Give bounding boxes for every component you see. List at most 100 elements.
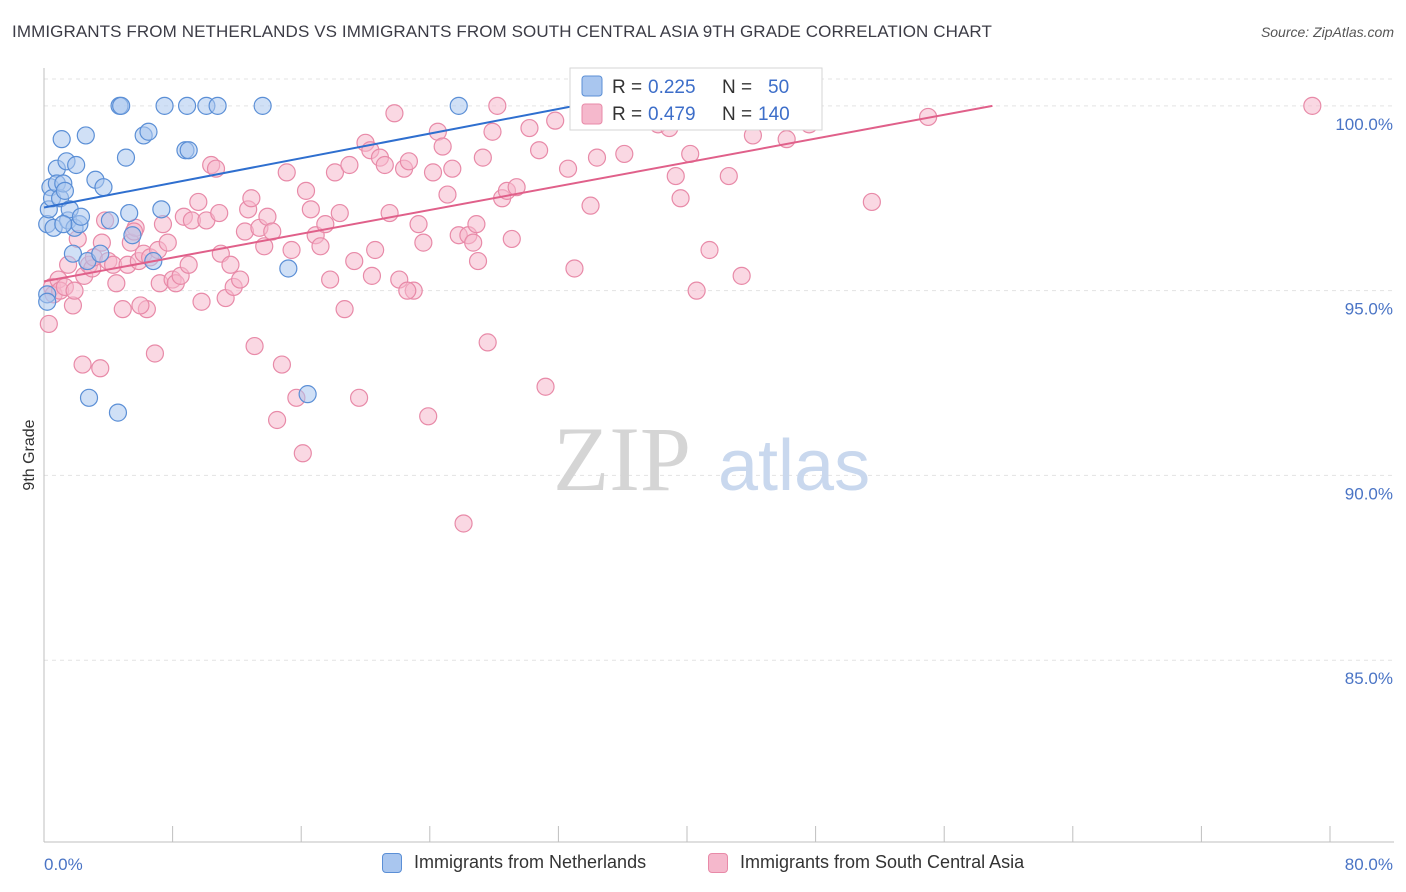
data-point [467, 215, 486, 234]
chart-title: IMMIGRANTS FROM NETHERLANDS VS IMMIGRANT… [12, 22, 992, 41]
bottom-legend-blue: Immigrants from Netherlands [382, 852, 646, 873]
bottom-legend-pink: Immigrants from South Central Asia [708, 852, 1024, 873]
gridlines [44, 78, 1394, 661]
data-point [108, 403, 128, 422]
legend-pink-n-label: N = [722, 104, 752, 125]
data-point [399, 152, 419, 171]
data-point [112, 96, 131, 115]
blue-series-points [38, 96, 640, 422]
data-point [530, 141, 549, 160]
data-point [116, 148, 136, 167]
data-point [39, 314, 58, 334]
data-point [330, 203, 349, 223]
data-point [73, 355, 92, 374]
data-point [454, 514, 473, 533]
data-point [52, 130, 71, 149]
data-point [189, 192, 208, 212]
data-point [321, 270, 340, 289]
data-point [345, 251, 364, 271]
data-point [79, 388, 99, 407]
data-point [433, 137, 452, 156]
data-point [587, 148, 607, 167]
data-point [210, 203, 229, 223]
legend-blue-r-value: 0.225 [648, 77, 696, 98]
data-point [282, 240, 301, 260]
data-point [91, 359, 110, 378]
x-tick-label-max: 80.0% [1345, 855, 1393, 874]
x-tick-label-min: 0.0% [44, 855, 83, 874]
data-point [296, 181, 316, 200]
data-point [438, 185, 457, 204]
data-point [732, 266, 751, 285]
data-point [221, 255, 240, 274]
data-point [423, 163, 443, 182]
data-point [91, 244, 110, 263]
data-point [131, 296, 150, 315]
bottom-legend-pink-swatch [708, 852, 728, 873]
data-point [55, 181, 74, 200]
data-point [398, 281, 417, 300]
data-point [155, 96, 174, 115]
legend-pink-r-label: R = [612, 104, 642, 125]
data-point [152, 200, 171, 219]
data-point [179, 141, 198, 160]
data-point [65, 281, 84, 300]
data-point [507, 178, 526, 197]
data-point [464, 233, 483, 252]
data-point [145, 344, 165, 363]
source-label: Source: ZipAtlas.com [1260, 24, 1394, 40]
data-point [536, 377, 555, 396]
data-point [375, 155, 394, 175]
data-point [1303, 96, 1322, 115]
data-point [298, 385, 317, 404]
data-point [179, 255, 198, 274]
data-point [123, 226, 142, 245]
data-point [208, 96, 227, 115]
data-point [107, 274, 126, 293]
data-point [325, 163, 345, 182]
y-tick-label: 100.0% [1335, 115, 1393, 134]
bottom-legend: Immigrants from Netherlands Immigrants f… [0, 852, 1406, 878]
data-point [488, 96, 507, 115]
data-point [443, 159, 462, 178]
data-point [94, 178, 113, 197]
pink-trend-line [43, 104, 993, 283]
x-tick-marks [43, 826, 1331, 842]
legend-blue-n-label: N = [722, 77, 752, 98]
data-point [71, 207, 91, 226]
bottom-legend-blue-label: Immigrants from Netherlands [414, 852, 647, 872]
data-point [520, 118, 539, 138]
data-point [414, 233, 433, 252]
data-point [38, 292, 57, 311]
data-point [478, 333, 497, 352]
legend-pink-n-value: 140 [758, 104, 790, 125]
legend-pink-swatch [581, 103, 603, 125]
trend-lines [43, 104, 993, 283]
data-point [245, 336, 264, 356]
data-point [177, 96, 197, 115]
data-point [67, 155, 86, 175]
data-point [100, 211, 120, 230]
data-point [502, 229, 521, 249]
data-point [666, 166, 685, 186]
data-point [242, 189, 261, 208]
data-point [615, 144, 634, 164]
data-point [483, 122, 502, 141]
data-point [279, 259, 298, 278]
legend-blue-n-value: 50 [768, 77, 789, 98]
data-point [158, 233, 177, 252]
x-tick-labels: 0.0% 80.0% [44, 855, 1393, 874]
data-point [192, 292, 211, 311]
data-point [385, 104, 404, 123]
data-point [468, 251, 488, 271]
data-point [473, 148, 492, 167]
data-point [293, 444, 312, 463]
data-point [419, 407, 438, 426]
y-tick-labels: 85.0% 90.0% 95.0% 100.0% [1335, 115, 1393, 688]
data-point [558, 159, 578, 178]
data-point [671, 189, 690, 208]
legend-blue-r-label: R = [612, 77, 642, 98]
data-point [409, 215, 428, 234]
data-point [335, 300, 354, 319]
